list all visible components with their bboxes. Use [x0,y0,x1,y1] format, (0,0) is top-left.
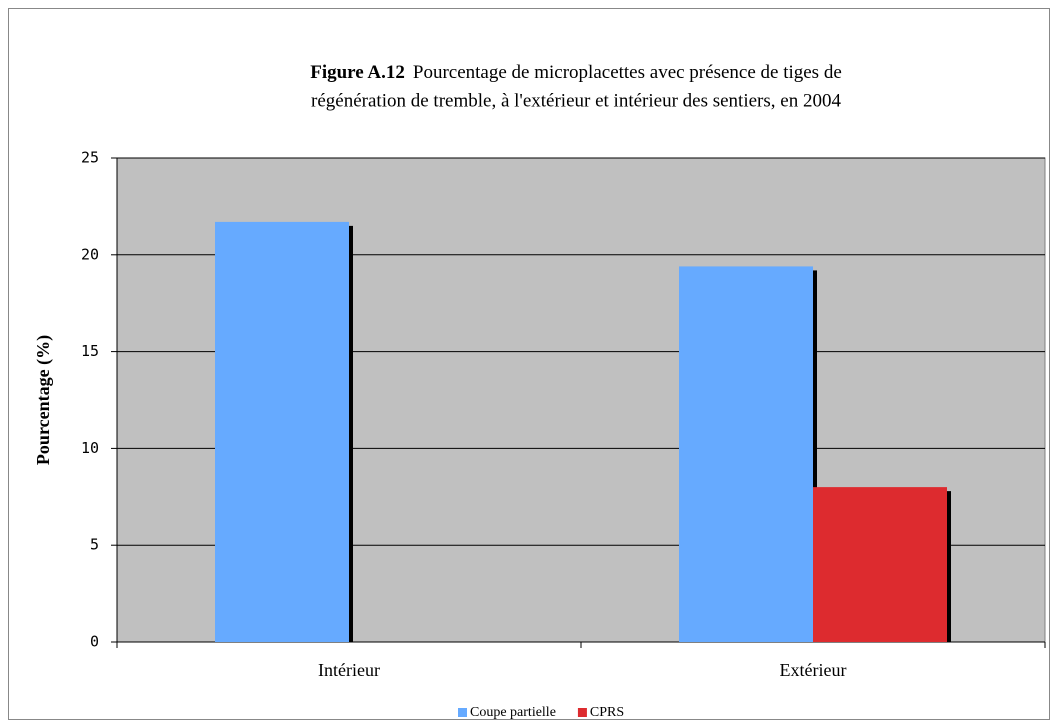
legend-label: Coupe partielle [470,705,556,720]
y-tick-label: 5 [90,536,99,554]
y-tick-label: 25 [81,149,99,167]
bar [813,487,947,642]
bar-shadow [813,270,817,642]
title-line: Pourcentage de microplacettes avec prése… [413,62,842,83]
x-tick-label: Extérieur [780,660,847,680]
y-axis-label: Pourcentage (%) [33,335,54,465]
y-tick-label: 20 [81,245,99,263]
bar [679,266,813,642]
y-tick-label: 10 [81,439,99,457]
title-line: régénération de tremble, à l'extérieur e… [311,90,841,111]
x-tick-label: Intérieur [318,660,380,680]
bar-shadow [947,491,951,642]
figure-label: Figure A.12 [310,62,405,83]
legend-swatch [458,708,467,717]
legend-swatch [577,708,587,717]
y-tick-label: 0 [90,633,99,651]
bar [215,221,349,642]
legend-label: CPRS [590,705,624,720]
chart-title: Figure A.12 Pourcentage de microplacettes… [310,62,842,83]
y-tick-label: 15 [81,342,99,360]
bar-shadow [349,225,353,642]
